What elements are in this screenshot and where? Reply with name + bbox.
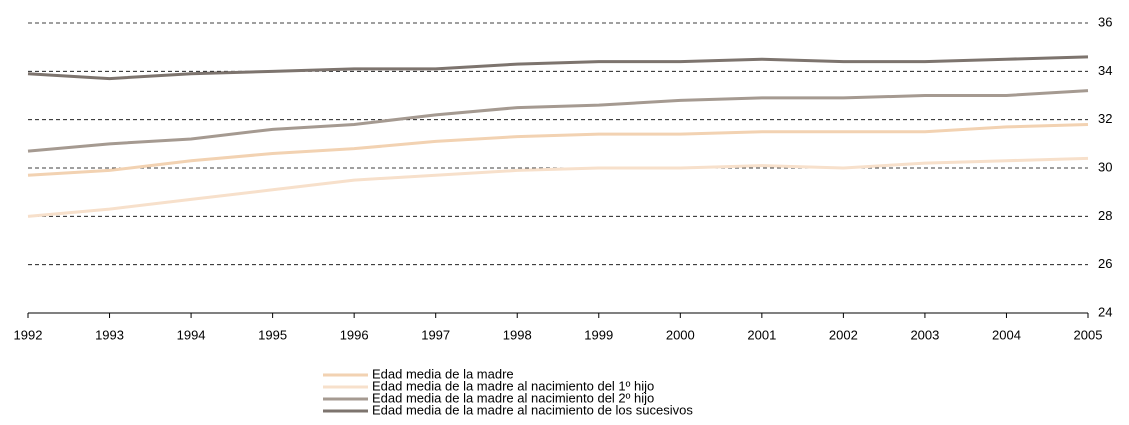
x-tick-label: 1997 xyxy=(421,327,450,342)
x-tick-label: 1994 xyxy=(177,327,206,342)
y-tick-label: 26 xyxy=(1098,256,1112,271)
legend-label: Edad media de la madre al nacimiento de … xyxy=(372,402,693,417)
x-tick-label: 2000 xyxy=(666,327,695,342)
series-line xyxy=(27,123,1089,177)
legend-label: Edad media de la madre al nacimiento del… xyxy=(372,378,654,393)
series-line xyxy=(27,89,1089,153)
series-line xyxy=(27,55,1089,81)
y-tick-label: 28 xyxy=(1098,208,1112,223)
x-tick-label: 2002 xyxy=(829,327,858,342)
series-line xyxy=(27,156,1089,218)
x-tick-label: 1999 xyxy=(584,327,613,342)
y-tick-label: 24 xyxy=(1098,304,1112,319)
y-tick-label: 34 xyxy=(1098,63,1112,78)
y-tick-label: 32 xyxy=(1098,111,1112,126)
x-tick-label: 2003 xyxy=(910,327,939,342)
x-tick-label: 2004 xyxy=(992,327,1021,342)
x-tick-label: 1996 xyxy=(340,327,369,342)
x-tick-label: 1992 xyxy=(14,327,43,342)
legend-label: Edad media de la madre al nacimiento del… xyxy=(372,390,654,405)
y-tick-label: 30 xyxy=(1098,159,1112,174)
x-tick-label: 2001 xyxy=(747,327,776,342)
y-tick-label: 36 xyxy=(1098,14,1112,29)
x-tick-label: 2005 xyxy=(1074,327,1103,342)
legend-label: Edad media de la madre xyxy=(372,366,514,381)
x-tick-label: 1995 xyxy=(258,327,287,342)
x-tick-label: 1998 xyxy=(503,327,532,342)
x-tick-label: 1993 xyxy=(95,327,124,342)
